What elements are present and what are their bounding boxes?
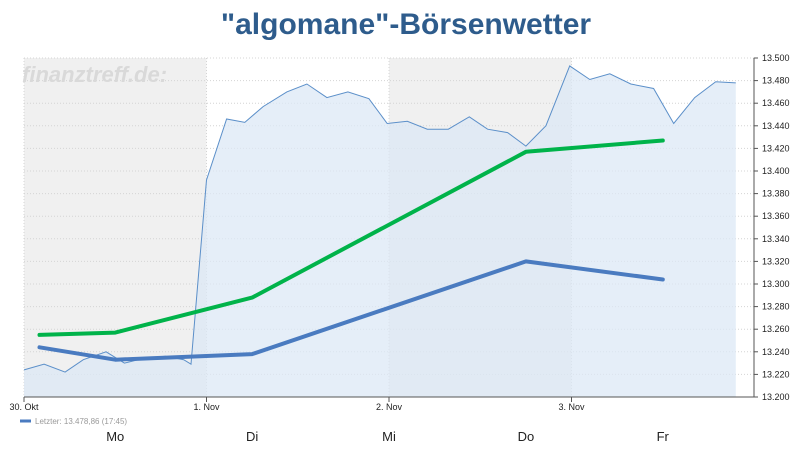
x-tick-label: 30. Okt [9,402,39,412]
day-labels: Mo Di Mi Do Fr [106,429,669,444]
day-label: Di [246,429,258,444]
x-tick-label: 2. Nov [376,402,403,412]
chart-title: "algomane"-Börsenwetter [221,8,592,41]
y-tick-label: 13.500 [762,53,790,63]
series-layer [23,65,736,398]
y-tick-label: 13.420 [762,143,790,153]
x-axis-ticks: 30. Okt 1. Nov 2. Nov 3. Nov [9,397,585,412]
y-tick-label: 13.400 [762,166,790,176]
day-label: Mi [382,429,396,444]
y-tick-label: 13.280 [762,302,790,312]
y-tick-label: 13.360 [762,211,790,221]
x-tick-label: 1. Nov [193,402,220,412]
forecast-line-1 [37,138,665,337]
forecast-line-2 [37,259,665,362]
y-axis-ticks: 13.500 13.480 13.460 13.440 13.420 13.400 13.3… [754,53,790,402]
y-tick-label: 13.200 [762,392,790,402]
y-tick-label: 13.340 [762,234,790,244]
y-tick-label: 13.240 [762,347,790,357]
y-tick-label: 13.260 [762,324,790,334]
x-tick-label: 3. Nov [558,402,585,412]
watermark: finanztreff.de: [22,62,167,87]
shaded-band-0 [24,58,207,397]
y-tick-label: 13.220 [762,369,790,379]
legend-label: Letzter: 13.478,86 (17:45) [35,417,127,426]
day-label: Do [518,429,535,444]
y-tick-label: 13.320 [762,256,790,266]
day-label: Mo [106,429,124,444]
y-tick-label: 13.440 [762,121,790,131]
y-tick-label: 13.380 [762,189,790,199]
y-tick-label: 13.460 [762,98,790,108]
day-label: Fr [657,429,670,444]
y-tick-label: 13.300 [762,279,790,289]
legend: Letzter: 13.478,86 (17:45) [20,417,127,426]
y-tick-label: 13.480 [762,76,790,86]
